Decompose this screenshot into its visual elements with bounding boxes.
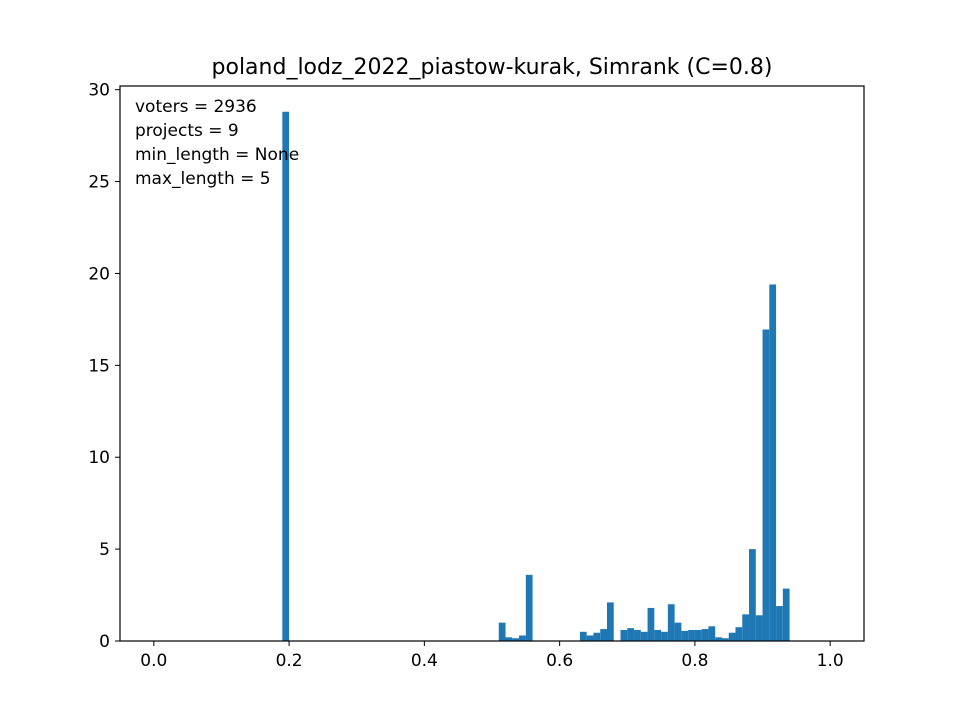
bars-layer	[282, 111, 790, 642]
axes-layer: 0.0 0.2 0.4 0.6 0.8 1.0 0 5 10 15 20 25 30	[88, 81, 865, 671]
histogram-bar	[749, 549, 756, 641]
y-tick-label: 20	[88, 264, 110, 284]
histogram-bar	[519, 635, 526, 641]
annotation-layer: voters = 2936 projects = 9 min_length = No…	[135, 97, 299, 189]
stats-annotation: projects = 9	[135, 121, 239, 141]
histogram-bar	[742, 614, 750, 641]
histogram-bar	[762, 329, 770, 641]
histogram-bar	[688, 629, 695, 641]
histogram-bar	[282, 111, 290, 642]
x-tick-label: 1.0	[817, 651, 844, 671]
x-tick-label: 0.4	[411, 651, 438, 671]
histogram-bar	[694, 629, 702, 641]
histogram-bar	[782, 588, 790, 641]
histogram-bar	[627, 628, 635, 641]
x-tick-label: 0.2	[276, 651, 303, 671]
histogram-bar	[701, 629, 709, 641]
y-tick-label: 0	[99, 632, 110, 652]
histogram-bar	[674, 622, 682, 641]
histogram-bar	[634, 629, 641, 641]
histogram-bar	[593, 632, 601, 641]
y-tick-label: 25	[88, 173, 110, 193]
histogram-bar	[681, 630, 689, 641]
histogram-bar	[498, 622, 506, 641]
x-tick-label: 0.6	[546, 651, 573, 671]
histogram-bar	[505, 637, 513, 641]
histogram-bar	[661, 631, 668, 641]
y-tick-label: 5	[99, 540, 110, 560]
chart-title: poland_lodz_2022_piastow-kurak, Simrank …	[212, 55, 773, 80]
y-tick-label: 30	[88, 81, 110, 101]
histogram-bar	[525, 574, 533, 641]
stats-annotation: voters = 2936	[135, 97, 257, 117]
histogram-bar	[586, 635, 594, 641]
histogram-bar	[579, 631, 587, 641]
x-tick-label: 0.0	[140, 651, 167, 671]
histogram-bar	[667, 604, 675, 641]
stats-annotation: min_length = None	[135, 145, 299, 165]
histogram-bar	[640, 631, 648, 641]
stats-annotation: max_length = 5	[135, 169, 271, 189]
histogram-bar	[769, 284, 777, 641]
histogram-bar	[721, 638, 729, 641]
y-tick-label: 10	[88, 448, 110, 468]
histogram-bar	[606, 602, 614, 641]
histogram-bar	[512, 638, 520, 641]
histogram-bar	[755, 615, 763, 641]
y-tick-label: 15	[88, 356, 110, 376]
histogram-bar	[620, 629, 628, 641]
histogram-bar	[776, 606, 783, 641]
histogram-bar	[735, 627, 743, 641]
histogram-bar	[647, 607, 655, 641]
histogram-bar	[728, 632, 736, 641]
plot-frame	[119, 85, 865, 642]
histogram-bar	[715, 637, 722, 641]
x-tick-label: 0.8	[681, 651, 708, 671]
histogram-bar	[708, 626, 716, 641]
histogram-bar	[600, 629, 607, 641]
histogram-bar	[654, 629, 662, 641]
